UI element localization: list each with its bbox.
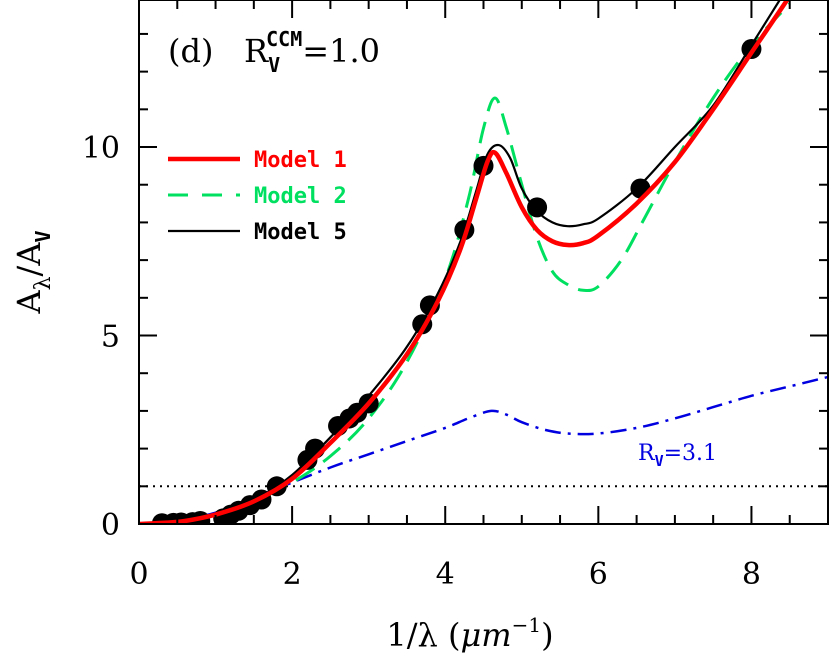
x-tick-label: 4: [436, 557, 455, 592]
x-tick-label: 0: [129, 557, 148, 592]
rv-annotation: RV=3.1: [638, 441, 717, 470]
x-tick-label: 8: [742, 557, 761, 592]
axes-layer: 0 2 4 6 8 0 5 10: [82, 0, 829, 592]
rv-ccm-base: R: [244, 32, 269, 70]
rv-ccm-sup: CCM: [266, 27, 302, 51]
x-label-suffix: ): [541, 616, 553, 654]
y-label-sub-base: λ: [31, 276, 56, 290]
x-label-sup: −1: [512, 613, 541, 637]
x-label-unit: μm: [460, 616, 511, 654]
x-tick-label: 2: [283, 557, 302, 592]
x-tick-label: 6: [589, 557, 608, 592]
legend: Model 1 Model 2 Model 5: [168, 148, 347, 245]
observed-point: [527, 197, 548, 218]
panel-label: (d): [168, 32, 213, 70]
y-axis-label: Aλ/AV: [10, 231, 56, 315]
y-label-slash: /A: [10, 242, 48, 277]
y-tick-label: 0: [101, 508, 120, 543]
y-tick-label: 5: [101, 320, 120, 355]
series-line-model-2: [139, 2, 791, 524]
y-label-base: A: [10, 290, 48, 315]
text-layer: (d) RVCCM=1.0 RV=3.1 1/λ (μm−1) Aλ/AV: [10, 27, 717, 654]
rv-ccm-label: RVCCM=1.0: [244, 27, 380, 77]
y-label-sub-den: V: [31, 231, 55, 243]
series-line-model-1: [139, 0, 790, 524]
rv-annotation-sub: V: [655, 452, 664, 470]
rv-annotation-base: R: [638, 441, 656, 466]
y-tick-label: 10: [82, 131, 120, 166]
rv-ccm-value: =1.0: [302, 32, 380, 70]
legend-label: Model 1: [254, 148, 347, 173]
rv-ccm-sub: V: [268, 53, 280, 77]
x-axis-label: 1/λ (μm−1): [386, 613, 553, 654]
plot-layer: [139, 0, 828, 524]
legend-label: Model 5: [254, 220, 347, 245]
x-label-prefix: 1/λ (: [386, 616, 460, 654]
rv-annotation-value: =3.1: [664, 441, 717, 466]
legend-label: Model 2: [254, 184, 347, 209]
